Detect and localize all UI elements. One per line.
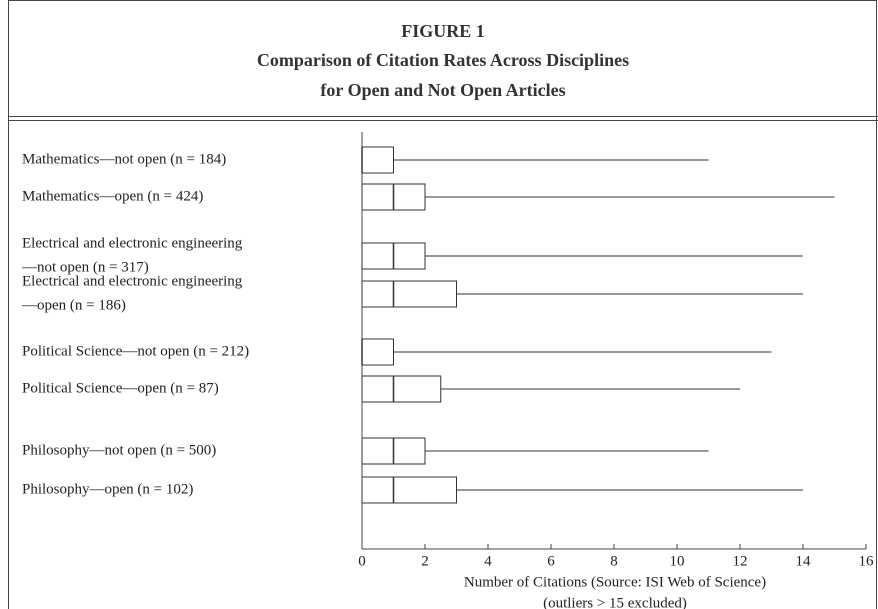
x-tick-label: 0 [358, 553, 366, 569]
x-axis-label: Number of Citations (Source: ISI Web of … [464, 574, 766, 590]
category-label: Philosophy—not open (n = 500) [22, 442, 216, 458]
x-tick-label: 10 [670, 553, 685, 569]
category-label: —open (n = 186) [21, 297, 126, 313]
box [361, 146, 394, 174]
x-tick-label: 14 [796, 553, 812, 569]
frame [8, 0, 877, 609]
category-label: Political Science—not open (n = 212) [22, 343, 249, 359]
box [361, 375, 442, 403]
x-tick-label: 8 [610, 553, 618, 569]
x-tick-label: 12 [733, 553, 748, 569]
box [361, 476, 457, 504]
category-label: Mathematics—open (n = 424) [22, 188, 203, 204]
category-label: —not open (n = 317) [21, 259, 149, 275]
x-axis-label: (outliers > 15 excluded) [543, 595, 687, 609]
box [361, 280, 457, 308]
category-label: Philosophy—open (n = 102) [22, 481, 193, 497]
chart-title: Comparison of Citation Rates Across Disc… [257, 50, 629, 70]
chart-title: FIGURE 1 [401, 21, 485, 41]
category-label: Political Science—open (n = 87) [22, 380, 219, 396]
chart-title: for Open and Not Open Articles [320, 80, 565, 100]
x-tick-label: 4 [484, 553, 492, 569]
box [361, 338, 394, 366]
x-tick-label: 2 [421, 553, 429, 569]
category-label: Electrical and electronic engineering [22, 273, 243, 289]
category-label: Electrical and electronic engineering [22, 235, 243, 251]
x-tick-label: 16 [859, 553, 875, 569]
x-tick-label: 6 [547, 553, 555, 569]
category-label: Mathematics—not open (n = 184) [22, 151, 226, 167]
